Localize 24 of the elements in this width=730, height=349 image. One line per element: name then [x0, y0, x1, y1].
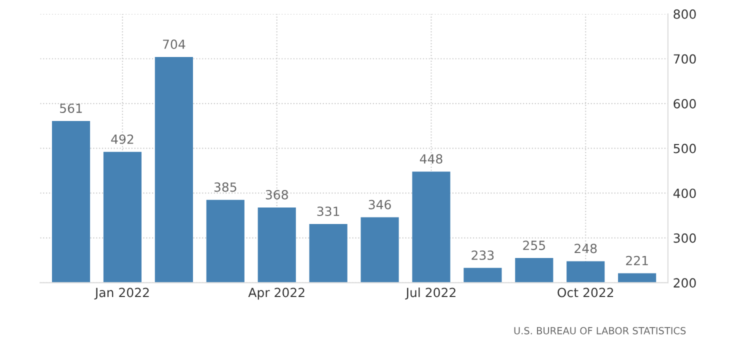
data-label: 492 [111, 134, 134, 144]
x-tick-label: Oct 2022 [558, 288, 614, 298]
y-tick-label: 600 [674, 99, 696, 108]
y-tick-label: 200 [674, 278, 696, 288]
y-tick-label: 400 [673, 188, 696, 198]
y-tick-label: 300 [674, 233, 696, 243]
data-label: 368 [266, 190, 288, 200]
data-label: 448 [420, 154, 442, 164]
data-label: 704 [163, 40, 186, 49]
x-tick-label: Jan 2022 [94, 288, 149, 300]
data-label: 346 [368, 200, 391, 210]
y-tick-label: 700 [674, 54, 696, 64]
data-label: 233 [472, 250, 494, 260]
data-label: 221 [626, 256, 648, 266]
text: U.S. BUREAU OF LABOR STATISTICS [514, 327, 686, 334]
data-label: 561 [60, 104, 82, 114]
data-label: 331 [317, 206, 340, 216]
x-tick-label: Jul 2022 [405, 288, 456, 300]
x-tick-label: Apr 2022 [248, 288, 304, 300]
data-label: 248 [574, 244, 597, 254]
data-label: 255 [523, 240, 545, 250]
y-tick-label: 500 [674, 144, 696, 154]
y-tick-label: 800 [674, 9, 696, 19]
data-label: 385 [214, 182, 236, 192]
